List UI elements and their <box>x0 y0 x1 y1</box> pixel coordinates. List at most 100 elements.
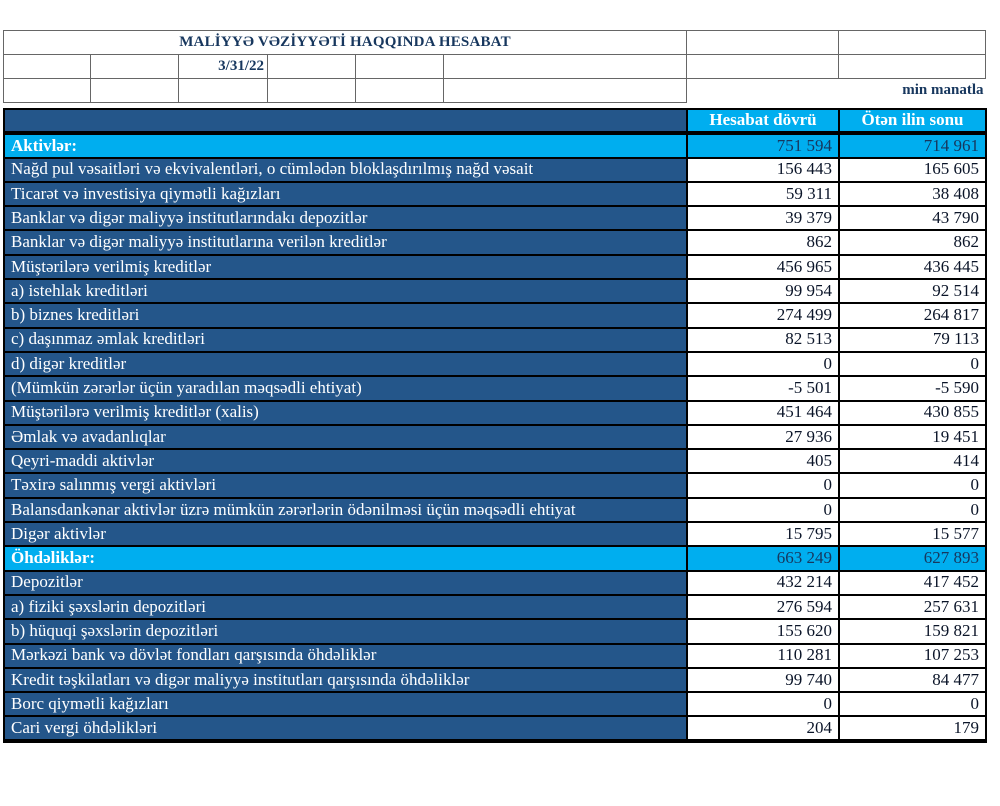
row-value-previous: 264 817 <box>838 302 987 329</box>
empty-cell <box>355 78 444 103</box>
row-value-current: 39 379 <box>686 205 840 232</box>
table-row: c) daşınmaz əmlak kreditləri 82 513 79 113 <box>3 326 987 353</box>
empty-cell <box>267 78 356 103</box>
empty-cell <box>90 54 179 79</box>
row-label: Müştərilərə verilmiş kreditlər (xalis) <box>3 399 688 426</box>
row-value-previous: 107 253 <box>838 642 987 669</box>
row-value-current: 15 795 <box>686 521 840 548</box>
row-label: Depozitlər <box>3 569 688 596</box>
row-value-previous: 15 577 <box>838 521 987 548</box>
empty-cell <box>443 78 687 103</box>
row-value-previous: 430 855 <box>838 399 987 426</box>
table-row: Banklar və digər maliyyə institutlarına … <box>3 229 987 256</box>
row-value-previous: 414 <box>838 448 987 475</box>
row-label: Aktivlər: <box>3 132 688 159</box>
row-label: Qeyri-maddi aktivlər <box>3 448 688 475</box>
table-row: Mərkəzi bank və dövlət fondları qarşısın… <box>3 642 987 669</box>
row-label: Kredit təşkilatları və digər maliyyə ins… <box>3 666 688 694</box>
row-label: Banklar və digər maliyyə institutlarında… <box>3 205 688 232</box>
table-row: Öhdəliklər: 663 249 627 893 <box>3 545 987 572</box>
table-row: Digər aktivlər 15 795 15 577 <box>3 521 987 548</box>
column-header-current: Hesabat dövrü <box>686 107 840 136</box>
date-row: 3/31/22 <box>3 54 986 79</box>
row-value-previous: 257 631 <box>838 593 987 621</box>
table-row: Qeyri-maddi aktivlər 405 414 <box>3 448 987 475</box>
row-value-previous: 92 514 <box>838 278 987 305</box>
empty-cell <box>178 78 268 103</box>
row-value-previous: 0 <box>838 472 987 499</box>
row-value-previous: 79 113 <box>838 326 987 353</box>
report-table-body: Aktivlər: 751 594 714 961 Nağd pul vəsaitlə… <box>3 132 987 743</box>
table-row: Ticarət və investisiya qiymətli kağızlar… <box>3 180 987 208</box>
row-label: Balansdankənar aktivlər üzrə mümkün zərə… <box>3 496 688 524</box>
row-value-previous: -5 590 <box>838 375 987 402</box>
table-row: Əmlak və avadanlıqlar 27 936 19 451 <box>3 423 987 451</box>
row-value-previous: 862 <box>838 229 987 256</box>
row-value-current: 456 965 <box>686 253 840 281</box>
empty-cell <box>838 54 986 79</box>
row-label: d) digər kreditlər <box>3 350 688 378</box>
table-row: (Mümkün zərərlər üçün yaradılan məqsədli… <box>3 375 987 402</box>
row-label: Öhdəliklər: <box>3 545 688 572</box>
column-header-previous: Ötən ilin sonu <box>838 107 987 136</box>
row-value-previous: 436 445 <box>838 253 987 281</box>
row-value-current: 451 464 <box>686 399 840 426</box>
row-value-previous: 19 451 <box>838 423 987 451</box>
row-value-current: 663 249 <box>686 545 840 572</box>
row-value-current: 82 513 <box>686 326 840 353</box>
table-row: Depozitlər 432 214 417 452 <box>3 569 987 596</box>
row-value-current: 0 <box>686 472 840 499</box>
row-label: Cari vergi öhdəlikləri <box>3 715 688 743</box>
table-row: Nağd pul vəsaitləri və ekvivalentləri, o… <box>3 156 987 183</box>
row-value-current: 0 <box>686 496 840 524</box>
row-label: Təxirə salınmış vergi aktivləri <box>3 472 688 499</box>
row-label: Mərkəzi bank və dövlət fondları qarşısın… <box>3 642 688 669</box>
title-row: MALİYYƏ VƏZİYYƏTİ HAQQINDA HESABAT <box>3 30 986 55</box>
row-value-current: 432 214 <box>686 569 840 596</box>
row-label: b) biznes kreditləri <box>3 302 688 329</box>
table-row: a) fiziki şəxslərin depozitləri 276 594 25… <box>3 593 987 621</box>
table-row: Balansdankənar aktivlər üzrə mümkün zərə… <box>3 496 987 524</box>
empty-cell <box>838 30 986 55</box>
row-value-previous: 714 961 <box>838 132 987 159</box>
header-grid: MALİYYƏ VƏZİYYƏTİ HAQQINDA HESABAT 3/31/… <box>3 30 986 103</box>
row-value-current: -5 501 <box>686 375 840 402</box>
row-value-current: 274 499 <box>686 302 840 329</box>
table-row: a) istehlak kreditləri 99 954 92 514 <box>3 278 987 305</box>
row-value-current: 276 594 <box>686 593 840 621</box>
row-value-current: 27 936 <box>686 423 840 451</box>
row-label: Borc qiymətli kağızları <box>3 691 688 718</box>
table-row: d) digər kreditlər 0 0 <box>3 350 987 378</box>
report-title: MALİYYƏ VƏZİYYƏTİ HAQQINDA HESABAT <box>3 30 687 55</box>
row-value-current: 110 281 <box>686 642 840 669</box>
row-label: (Mümkün zərərlər üçün yaradılan məqsədli… <box>3 375 688 402</box>
row-label: c) daşınmaz əmlak kreditləri <box>3 326 688 353</box>
table-row: Aktivlər: 751 594 714 961 <box>3 132 987 159</box>
row-value-current: 405 <box>686 448 840 475</box>
table-row: Müştərilərə verilmiş kreditlər (xalis) 45… <box>3 399 987 426</box>
row-value-current: 0 <box>686 691 840 718</box>
row-label: Əmlak və avadanlıqlar <box>3 423 688 451</box>
row-value-current: 204 <box>686 715 840 743</box>
table-row: Banklar və digər maliyyə institutlarında… <box>3 205 987 232</box>
corner-cell <box>3 107 688 136</box>
row-value-current: 99 740 <box>686 666 840 694</box>
row-value-previous: 165 605 <box>838 156 987 183</box>
row-value-previous: 0 <box>838 350 987 378</box>
table-row: Borc qiymətli kağızları 0 0 <box>3 691 987 718</box>
row-label: Banklar və digər maliyyə institutlarına … <box>3 229 688 256</box>
empty-cell <box>267 54 356 79</box>
report-date: 3/31/22 <box>178 54 268 79</box>
empty-cell <box>3 54 91 79</box>
column-header-row: Hesabat dövrü Ötən ilin sonu <box>3 107 987 136</box>
report-table: Hesabat dövrü Ötən ilin sonu Aktivlər: 75… <box>3 107 987 743</box>
empty-cell <box>355 54 444 79</box>
row-value-current: 59 311 <box>686 180 840 208</box>
row-value-current: 99 954 <box>686 278 840 305</box>
row-label: Müştərilərə verilmiş kreditlər <box>3 253 688 281</box>
row-label: a) istehlak kreditləri <box>3 278 688 305</box>
unit-note: min manatla <box>902 82 984 99</box>
row-value-previous: 84 477 <box>838 666 987 694</box>
row-value-current: 0 <box>686 350 840 378</box>
